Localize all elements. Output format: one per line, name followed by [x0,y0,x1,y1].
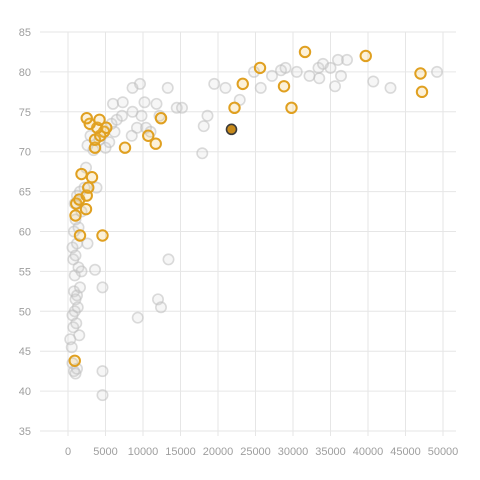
data-point [69,213,82,226]
y-tick-label: 50 [19,306,31,318]
data-point [116,96,129,109]
x-tick-label: 0 [65,446,71,458]
data-point [75,265,88,278]
highlighted-data-point [253,61,267,75]
highlighted-data-point [236,77,249,91]
data-point [161,81,174,94]
data-point [265,69,278,82]
data-point [90,181,103,194]
y-tick-label: 85 [19,27,31,39]
data-point [340,53,353,66]
data-point [131,311,144,324]
highlighted-data-point [414,67,427,80]
y-tick-label: 60 [19,227,31,239]
y-tick-label: 75 [19,107,31,119]
data-point [196,147,209,160]
data-point [96,365,109,378]
data-point [131,121,144,134]
y-tick-label: 40 [19,386,31,398]
data-point [135,109,148,122]
data-point [279,61,292,74]
highlighted-data-point [285,101,298,115]
data-point [176,101,189,114]
y-tick-label: 70 [19,147,31,159]
highlighted-data-point [80,111,93,125]
data-point [303,69,316,82]
highlighted-data-point [142,129,155,142]
data-point [290,65,303,78]
x-tick-label: 15000 [165,446,196,458]
y-tick-label: 35 [19,426,31,438]
data-point [116,109,129,122]
x-tick-label: 35000 [315,446,346,458]
highlighted-data-point [359,49,372,63]
data-point [150,97,163,110]
grid [40,31,456,436]
highlighted-data-point [75,167,88,181]
highlighted-data-point [73,229,87,242]
data-point [384,81,397,94]
data-point [331,53,344,66]
y-tick-label: 45 [19,346,31,358]
y-tick-label: 80 [19,67,31,79]
x-tick-label: 45000 [390,446,421,458]
tick-labels: 0 5000 10000 15000 20000 25000 30000 35000 40000… [19,27,459,458]
highlighted-data-point [79,202,93,216]
data-point [197,120,210,133]
data-point [313,72,326,85]
x-tick-label: 25000 [240,446,271,458]
highlighted-data-point [118,141,132,154]
focused-data-point[interactable] [225,123,238,136]
data-point [334,69,347,82]
x-tick-label: 50000 [428,446,459,458]
data-point [134,77,147,90]
y-tick-label: 65 [19,187,31,199]
data-point [155,301,168,314]
data-point [328,80,341,93]
data-point [162,253,175,266]
x-tick-label: 5000 [93,446,117,458]
data-point [219,81,232,94]
highlighted-data-point [277,80,291,93]
highlighted-data-point [93,113,106,126]
data-point [254,81,267,94]
data-point [96,389,109,402]
highlighted-data-point [96,229,109,242]
data-point [367,75,380,88]
highlighted-data-point [228,101,241,115]
data-point [96,281,109,294]
highlighted-data-point [85,171,99,184]
data-point [324,61,337,74]
highlighted-data-point [68,354,81,367]
data-point [70,317,83,330]
data-point [138,96,151,109]
x-tick-label: 20000 [203,446,234,458]
data-point [74,281,87,294]
data-point [201,109,214,122]
data-point [81,237,94,250]
highlighted-data-point [298,45,312,59]
y-tick-label: 55 [19,266,31,278]
data-point [107,97,120,110]
data-points [64,45,443,402]
x-tick-label: 30000 [278,446,309,458]
highlighted-data-point [69,209,82,222]
data-point [208,77,221,90]
data-point [89,263,102,276]
highlighted-data-point [415,85,429,99]
highlighted-data-point [149,137,162,150]
data-point [65,341,78,354]
x-tick-label: 10000 [128,446,159,458]
data-point [430,65,443,78]
highlighted-data-point [154,111,168,125]
data-point [73,329,86,342]
data-point [103,136,116,149]
highlighted-data-point [100,121,113,134]
x-tick-label: 40000 [353,446,384,458]
highlighted-data-point [82,181,95,194]
